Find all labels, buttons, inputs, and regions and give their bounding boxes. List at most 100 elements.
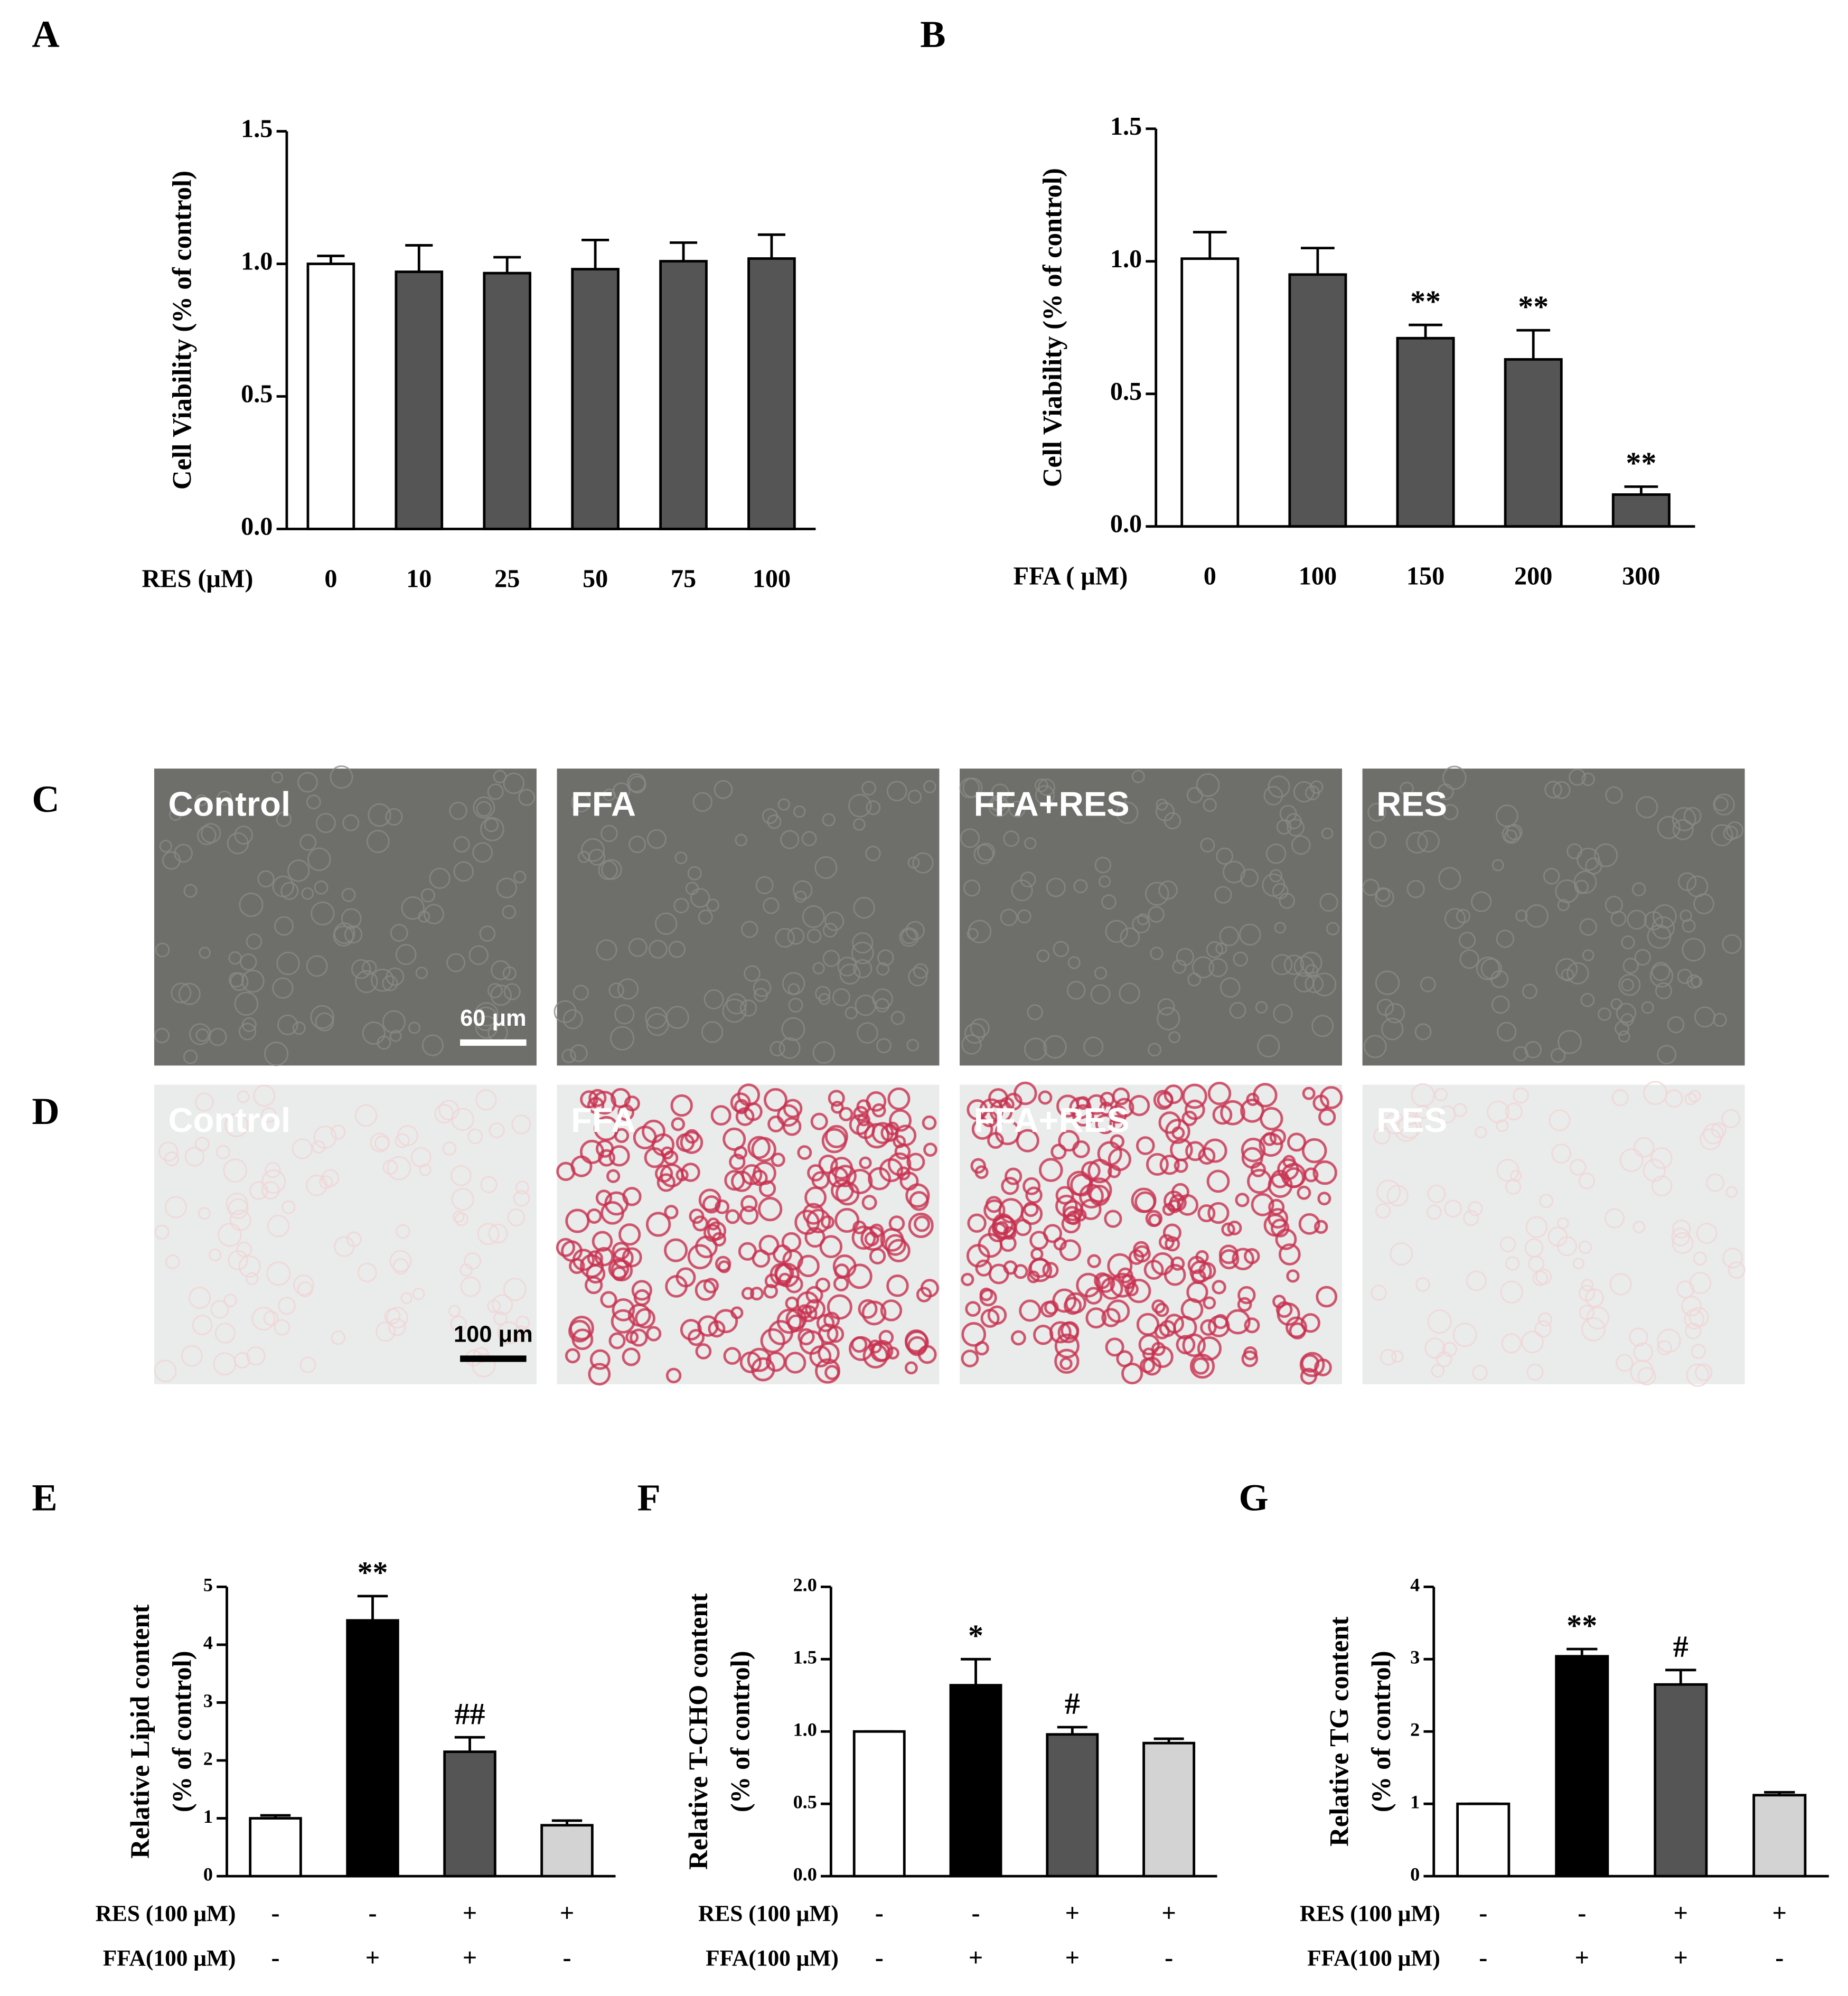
cell — [1063, 1297, 1082, 1315]
cell — [386, 967, 405, 986]
cell — [869, 1223, 884, 1238]
cell — [824, 1124, 848, 1148]
cell — [1054, 1348, 1080, 1374]
treatment-sign: - — [1165, 1944, 1173, 1972]
cell — [633, 1289, 651, 1306]
cell — [1539, 1194, 1554, 1208]
cell — [1157, 998, 1175, 1016]
cell — [1618, 1030, 1630, 1043]
cell — [1578, 1240, 1592, 1254]
cell — [1442, 765, 1467, 790]
cell — [1278, 1243, 1301, 1266]
cell — [1121, 1362, 1143, 1385]
cell — [1000, 908, 1018, 926]
cell — [1653, 904, 1677, 929]
cell — [687, 866, 702, 880]
cell — [966, 1244, 990, 1268]
y-axis-label: (% of control) — [167, 1651, 197, 1812]
y-axis-label: Relative TG content — [1325, 1617, 1354, 1847]
cell — [970, 1018, 990, 1038]
cell — [1283, 954, 1305, 975]
cell — [586, 1208, 602, 1224]
image-label: RES — [1376, 785, 1447, 823]
cell — [646, 1013, 669, 1036]
cell — [1314, 1358, 1332, 1376]
cell — [257, 870, 275, 888]
cell — [781, 1232, 802, 1252]
cell — [1647, 924, 1672, 949]
cell — [452, 1211, 465, 1223]
cell — [740, 921, 758, 938]
cell — [1444, 1200, 1462, 1218]
cell — [1053, 941, 1070, 958]
cell — [1580, 992, 1595, 1007]
cell — [1133, 1245, 1151, 1263]
cell — [421, 1034, 444, 1056]
cell — [1163, 1191, 1184, 1212]
cell — [261, 1107, 277, 1123]
cell — [1046, 877, 1066, 897]
cell — [154, 1028, 170, 1044]
cell — [754, 988, 768, 1002]
y-axis-label: Relative T-CHO content — [683, 1593, 713, 1870]
cell — [1321, 827, 1334, 840]
cell — [665, 1006, 689, 1029]
cell — [730, 1306, 744, 1319]
cell — [354, 1104, 378, 1127]
bar — [1752, 1794, 1807, 1878]
cell — [514, 1325, 528, 1339]
cell — [1367, 803, 1386, 822]
cell — [981, 1110, 998, 1128]
treatment-sign: + — [1161, 1899, 1176, 1927]
cell — [798, 1328, 815, 1346]
bar — [1180, 257, 1240, 528]
cell — [1444, 908, 1466, 930]
cell — [1116, 801, 1139, 824]
cell — [1008, 801, 1026, 818]
cell — [886, 781, 907, 802]
cell — [1513, 1046, 1528, 1062]
cell — [703, 1224, 722, 1242]
cell — [1279, 804, 1297, 822]
cell — [1373, 1127, 1391, 1145]
cell — [788, 998, 803, 1013]
cell — [362, 960, 377, 976]
cell — [240, 953, 257, 971]
cell — [608, 982, 624, 998]
cell — [961, 1034, 982, 1055]
cell — [876, 962, 890, 976]
cell — [876, 1038, 892, 1054]
cell — [1239, 923, 1261, 946]
x-tick-label: 0 — [1204, 563, 1216, 591]
cell — [493, 1311, 508, 1326]
cell — [670, 1094, 693, 1117]
cell — [703, 1278, 719, 1294]
cell — [196, 826, 217, 846]
cell — [1453, 1103, 1467, 1118]
cell — [1003, 1226, 1017, 1240]
cell — [1174, 1158, 1188, 1173]
cell — [464, 1252, 482, 1270]
cell — [241, 1017, 257, 1032]
cell — [183, 884, 198, 898]
y-tick-label: 1 — [203, 1806, 213, 1827]
cell — [228, 972, 244, 988]
cell — [1057, 1322, 1079, 1344]
cell — [1466, 1270, 1487, 1291]
treatment-sign: - — [368, 1899, 377, 1927]
cell — [246, 1346, 266, 1366]
cell — [735, 1107, 755, 1126]
cell — [198, 1207, 211, 1220]
cell — [908, 1212, 934, 1238]
treatment-sign: - — [1479, 1944, 1487, 1972]
cell — [1287, 818, 1305, 837]
x-tick-label: 50 — [583, 565, 608, 593]
cell — [1598, 1007, 1611, 1022]
cell — [1499, 1236, 1516, 1253]
x-tick-label: 150 — [1406, 563, 1444, 591]
cell — [834, 1207, 860, 1233]
cell — [387, 1156, 411, 1180]
cell — [1101, 894, 1117, 910]
cell — [1177, 1194, 1199, 1216]
cell — [278, 1297, 296, 1315]
